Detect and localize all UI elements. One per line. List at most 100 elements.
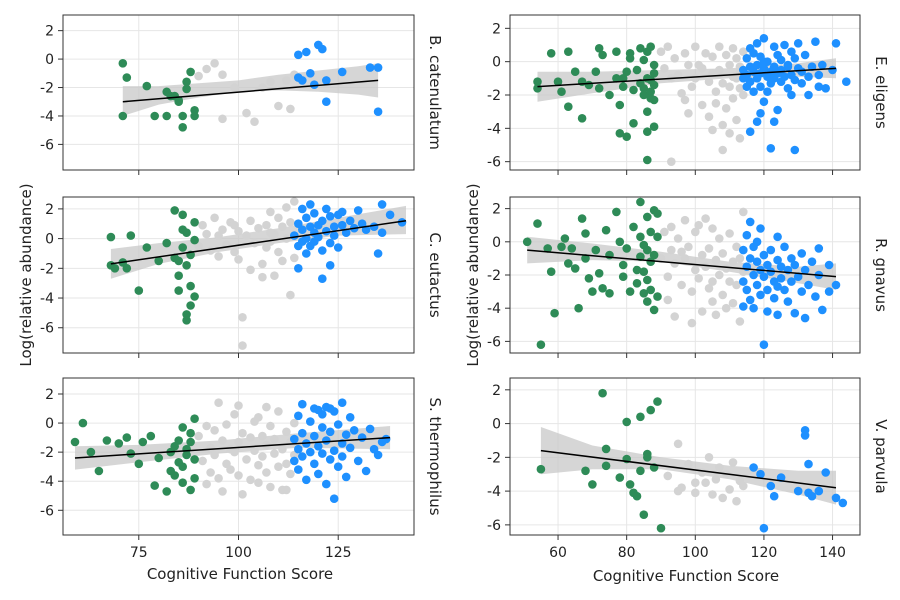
- data-point-high: [373, 63, 383, 72]
- data-point-mid: [282, 203, 291, 212]
- y-tick-label: -2: [487, 88, 501, 104]
- data-point-low: [186, 437, 195, 447]
- data-point-high: [763, 87, 772, 96]
- data-point-high: [745, 77, 755, 86]
- y-tick-label: -6: [487, 518, 501, 534]
- data-point-high: [385, 210, 395, 220]
- data-point-high: [769, 491, 779, 501]
- data-point-high: [373, 249, 383, 258]
- data-point-high: [745, 217, 755, 227]
- regression-line: [74, 436, 391, 459]
- data-point-mid: [677, 89, 686, 98]
- data-point-mid: [660, 64, 669, 73]
- data-point-high: [329, 222, 339, 231]
- data-point-mid: [660, 227, 669, 237]
- data-point-low: [639, 267, 649, 277]
- data-point-mid: [286, 218, 295, 227]
- data-point-high: [325, 455, 335, 464]
- data-point-mid: [704, 244, 714, 253]
- data-point-mid: [254, 478, 263, 488]
- data-point-high: [773, 310, 782, 320]
- data-point-low: [122, 73, 132, 82]
- data-point-mid: [715, 270, 724, 280]
- data-point-high: [749, 49, 758, 58]
- data-point-low: [643, 155, 652, 165]
- data-point-low: [636, 412, 645, 422]
- data-point-mid: [266, 77, 275, 87]
- data-point-high: [329, 446, 339, 456]
- data-point-low: [615, 473, 625, 482]
- data-point-high: [298, 225, 307, 234]
- y-tick-label: -4: [40, 474, 54, 490]
- data-point-high: [298, 76, 307, 85]
- data-point-mid: [234, 437, 243, 447]
- data-point-mid: [246, 433, 255, 442]
- facet-label: V. parvula: [872, 419, 890, 494]
- data-point-low: [190, 218, 199, 227]
- data-point-mid: [718, 249, 727, 258]
- data-point-mid: [711, 310, 721, 320]
- data-point-low: [70, 437, 80, 447]
- data-point-mid: [732, 496, 741, 506]
- data-point-low: [629, 222, 638, 232]
- data-point-high: [752, 237, 762, 247]
- data-point-low: [570, 67, 580, 76]
- regression-line: [540, 449, 837, 489]
- data-point-low: [186, 485, 195, 495]
- data-point-low: [577, 114, 587, 123]
- data-point-low: [639, 90, 649, 100]
- data-point-mid: [684, 60, 693, 70]
- data-point-low: [570, 264, 580, 273]
- data-point-low: [522, 237, 532, 247]
- data-point-high: [811, 37, 820, 46]
- data-point-high: [397, 218, 407, 227]
- data-point-mid: [286, 290, 295, 300]
- data-point-low: [186, 281, 195, 291]
- data-point-high: [780, 285, 789, 295]
- data-point-mid: [194, 431, 203, 441]
- data-point-high: [759, 340, 769, 350]
- data-point-high: [759, 250, 769, 260]
- data-point-mid: [202, 479, 211, 489]
- data-point-low: [612, 207, 621, 217]
- x-tick-label: 120: [751, 545, 778, 561]
- data-point-high: [776, 274, 786, 283]
- data-point-high: [345, 413, 355, 422]
- data-point-high: [790, 145, 800, 155]
- data-point-mid: [206, 246, 215, 255]
- data-point-mid: [246, 265, 255, 275]
- data-point-mid: [254, 413, 263, 422]
- data-point-low: [178, 478, 187, 488]
- data-point-low: [577, 214, 587, 223]
- data-point-low: [190, 235, 199, 245]
- data-point-mid: [732, 280, 741, 290]
- data-point-high: [780, 72, 789, 81]
- data-point-low: [622, 417, 631, 427]
- y-tick-label: 0: [45, 232, 54, 248]
- data-point-low: [649, 80, 659, 90]
- data-point-high: [742, 285, 752, 295]
- panel-5: 2 0 -2 -4 -6 60 80 100 120 140 V. parvula: [487, 377, 890, 561]
- data-point-high: [298, 452, 307, 461]
- data-point-high: [831, 493, 841, 503]
- data-point-high: [831, 39, 841, 48]
- data-point-low: [170, 206, 179, 215]
- data-point-low: [553, 77, 563, 86]
- data-point-low: [584, 80, 594, 90]
- data-point-mid: [234, 226, 243, 236]
- data-point-high: [373, 450, 383, 460]
- data-point-low: [649, 95, 659, 105]
- data-point-mid: [270, 434, 279, 444]
- data-point-high: [361, 466, 371, 476]
- data-point-mid: [697, 468, 707, 477]
- data-point-low: [186, 301, 195, 310]
- data-point-high: [749, 87, 758, 96]
- data-point-high: [759, 523, 769, 533]
- data-point-low: [190, 414, 199, 424]
- data-point-low: [122, 433, 132, 442]
- data-point-high: [800, 431, 810, 440]
- data-point-high: [818, 305, 827, 315]
- data-point-mid: [286, 104, 295, 114]
- data-point-mid: [673, 234, 683, 243]
